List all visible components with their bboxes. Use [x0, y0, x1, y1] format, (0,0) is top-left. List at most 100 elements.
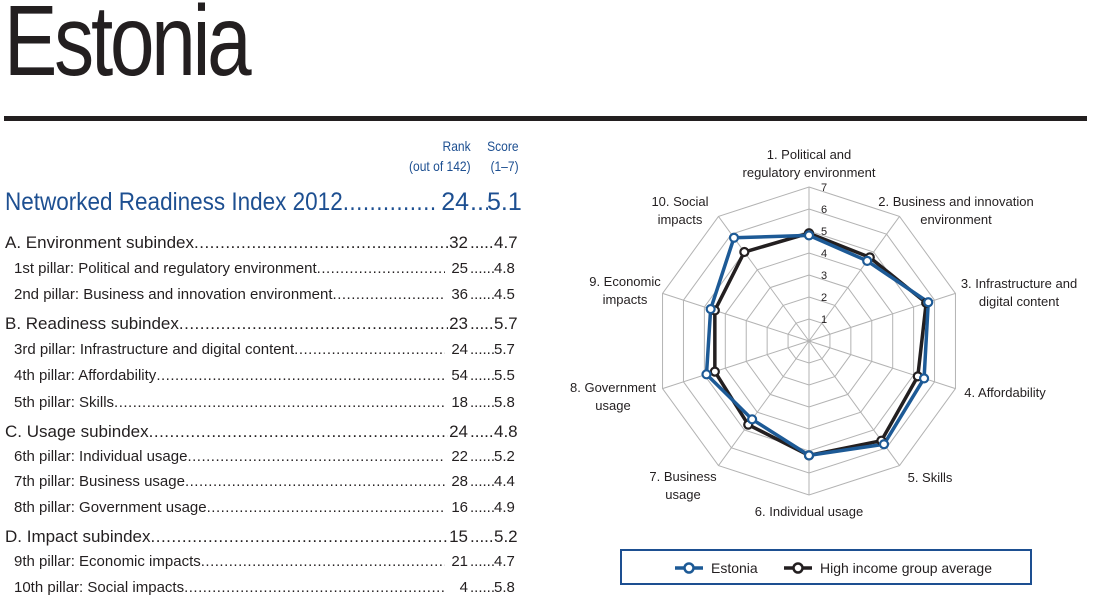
- axis-label: 9. Economic impacts: [589, 274, 661, 307]
- row-rank: 21: [450, 553, 468, 570]
- grid-spoke: [662, 292, 810, 342]
- tick-label: 7: [821, 182, 827, 194]
- row-label: 5th pillar: Skills: [14, 394, 445, 411]
- subindex-row: C. Usage subindex24..........4.8: [0, 422, 525, 446]
- series-line: [704, 233, 931, 458]
- series-point: [803, 450, 815, 461]
- row-score: 4.7: [494, 233, 518, 252]
- tick-label: 3: [821, 270, 827, 282]
- row-label: 4th pillar: Affordability: [14, 367, 445, 384]
- pillar-row: 1st pillar: Political and regulatory env…: [0, 260, 525, 284]
- row-label: 10th pillar: Social impacts: [14, 579, 445, 596]
- tick-label: 4: [821, 248, 827, 260]
- series-point: [803, 230, 815, 241]
- row-rank: 36: [450, 286, 468, 303]
- row-rank: 16: [450, 499, 468, 516]
- axis-label: 10. Social impacts: [651, 194, 708, 227]
- axis-label: 4. Affordability: [964, 385, 1046, 400]
- row-score: 5.7: [494, 314, 518, 333]
- row-rank: 18: [450, 394, 468, 411]
- axis-label: 1. Political and regulatory environment: [743, 147, 876, 180]
- grid-spoke: [808, 292, 956, 342]
- axis-label: 7. Business usage: [649, 469, 717, 502]
- axis-label: 8. Government usage: [570, 380, 656, 413]
- pillar-row: 5th pillar: Skills18..........5.8: [0, 394, 525, 418]
- radar-series: [701, 228, 934, 461]
- row-label: 6th pillar: Individual usage: [14, 448, 445, 465]
- radar-axis-labels: 1. Political and regulatory environment2.…: [570, 147, 1077, 519]
- row-score: 5.7: [494, 341, 515, 358]
- series-point: [701, 369, 712, 380]
- row-rank: 24: [448, 422, 468, 442]
- row-rank: 54: [450, 367, 468, 384]
- row-rank: 23: [448, 314, 468, 334]
- row-score: 4.5: [494, 286, 515, 303]
- tick-label: 1: [821, 314, 827, 326]
- subindex-row: D. Impact subindex15..........5.2: [0, 527, 525, 551]
- subindex-row: B. Readiness subindex23..........5.7: [0, 314, 525, 338]
- pillar-row: 10th pillar: Social impacts4..........5.…: [0, 579, 525, 603]
- row-rank: 25: [450, 260, 468, 277]
- row-label: 8th pillar: Government usage: [14, 499, 445, 516]
- legend-estonia-marker: [683, 562, 695, 574]
- row-label: 7th pillar: Business usage: [14, 473, 445, 490]
- grid-spoke: [808, 216, 900, 342]
- series-point: [728, 232, 740, 243]
- grid-spoke: [808, 340, 956, 390]
- index-label: Networked Readiness Index 2012: [5, 188, 437, 217]
- radar-tick-labels: 1 2 3 4 5 6 7: [821, 182, 827, 326]
- row-rank: 22: [450, 448, 468, 465]
- legend-estonia-label: Estonia: [711, 560, 758, 576]
- pillar-row: 7th pillar: Business usage28..........4.…: [0, 473, 525, 497]
- row-rank: 24: [450, 341, 468, 358]
- rank-header-title: Rank: [442, 138, 471, 154]
- row-score: 5.2: [494, 448, 515, 465]
- row-label: 2nd pillar: Business and innovation envi…: [14, 286, 445, 303]
- series-point: [918, 373, 930, 384]
- pillar-row: 6th pillar: Individual usage22..........…: [0, 448, 525, 472]
- tick-label: 5: [821, 226, 827, 238]
- row-label: B. Readiness subindex: [5, 314, 450, 334]
- row-rank: 4: [458, 579, 468, 596]
- axis-label: 5. Skills: [908, 470, 953, 485]
- row-label: 9th pillar: Economic impacts: [14, 553, 445, 570]
- pillar-row: 2nd pillar: Business and innovation envi…: [0, 286, 525, 310]
- series-point: [862, 255, 873, 267]
- row-score: 4.4: [494, 473, 515, 490]
- chart-legend: Estonia High income group average: [620, 549, 1032, 585]
- rank-column-header: Rank (out of 142): [409, 138, 471, 174]
- row-label: A. Environment subindex: [5, 233, 450, 253]
- tick-label: 2: [821, 292, 827, 304]
- subindex-row: A. Environment subindex32..........4.7: [0, 233, 525, 257]
- axis-label: 2. Business and innovation environment: [878, 194, 1033, 227]
- pillar-row: 8th pillar: Government usage16..........…: [0, 499, 525, 523]
- series-point: [923, 297, 934, 308]
- row-score: 4.7: [494, 553, 515, 570]
- grid-spoke: [662, 340, 810, 390]
- radar-chart: 1 2 3 4 5 6 7 1. Political and regulatory envir…: [570, 147, 1077, 519]
- row-score: 5.2: [494, 527, 518, 546]
- score-header-title: Score: [487, 138, 519, 154]
- row-rank: 32: [448, 233, 468, 253]
- row-label: D. Impact subindex: [5, 527, 450, 547]
- axis-label: 6. Individual usage: [755, 504, 863, 519]
- row-label: 1st pillar: Political and regulatory env…: [14, 260, 445, 277]
- row-score: 5.8: [494, 579, 515, 596]
- series-point: [747, 414, 758, 425]
- pillar-row: 9th pillar: Economic impacts21..........…: [0, 553, 525, 577]
- pillar-row: 4th pillar: Affordability54..........5.5: [0, 367, 525, 391]
- row-label: C. Usage subindex: [5, 422, 450, 442]
- score-header-subtitle: (1–7): [490, 158, 519, 174]
- row-score: 4.9: [494, 499, 515, 516]
- legend-average-label: High income group average: [820, 560, 992, 576]
- series-point: [709, 366, 720, 377]
- index-row: Networked Readiness Index 2012 24 .... 5…: [0, 188, 525, 218]
- grid-spoke: [718, 340, 810, 466]
- axis-label: 3. Infrastructure and digital content: [961, 276, 1077, 309]
- title-divider: [4, 116, 1087, 121]
- score-column-header: Score (1–7): [488, 138, 519, 174]
- series-point: [878, 439, 890, 450]
- tick-label: 6: [821, 204, 827, 216]
- row-label: 3rd pillar: Infrastructure and digital c…: [14, 341, 445, 358]
- row-score: 4.8: [494, 422, 518, 441]
